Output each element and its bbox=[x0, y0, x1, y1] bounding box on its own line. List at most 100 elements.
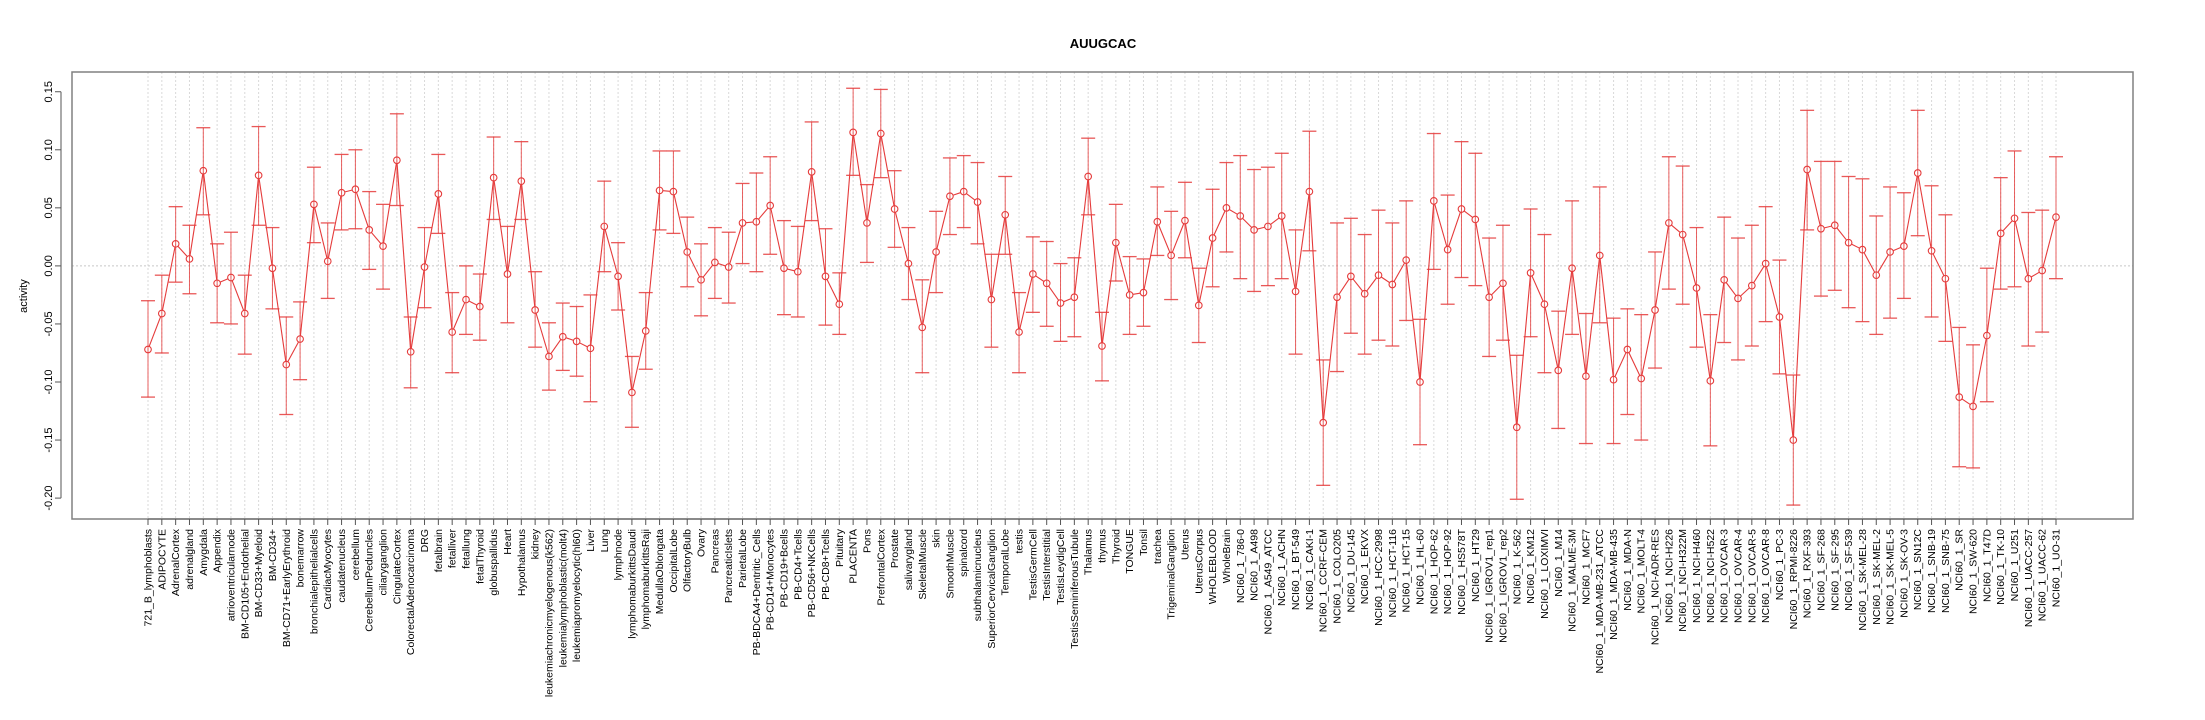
series-segment bbox=[1133, 292, 1141, 295]
x-tick-label: NCI60_1_PC-3 bbox=[1774, 529, 1786, 600]
data-point bbox=[462, 295, 470, 304]
x-tick-label: Pituitary bbox=[834, 528, 846, 567]
series-segment bbox=[826, 279, 839, 302]
x-tick-label: NCI60_1_786-0 bbox=[1235, 529, 1247, 603]
error-bar bbox=[1509, 354, 1524, 500]
data-point bbox=[1830, 221, 1839, 230]
error-bar bbox=[1813, 160, 1828, 297]
x-tick-label: NCI60_1_LOXIMVI bbox=[1539, 529, 1551, 619]
series-segment bbox=[1087, 179, 1103, 343]
error-bar bbox=[1758, 206, 1773, 323]
x-tick-label: NCI60_1_SK-MEL-28 bbox=[1857, 529, 1869, 631]
series-segment bbox=[590, 229, 605, 345]
x-tick-label: NCI60_1_A498 bbox=[1249, 529, 1261, 601]
series-segment bbox=[1740, 287, 1750, 297]
series-segment bbox=[1836, 227, 1847, 241]
error-bar bbox=[1717, 216, 1732, 344]
series-segment bbox=[396, 163, 411, 349]
data-point bbox=[1817, 224, 1825, 233]
error-bar bbox=[1896, 192, 1911, 300]
error-bar bbox=[1786, 374, 1801, 506]
x-tick-label: Tonsil bbox=[1138, 529, 1150, 556]
error-bar bbox=[1343, 217, 1358, 334]
data-point bbox=[1789, 436, 1798, 444]
data-point bbox=[1291, 287, 1300, 296]
x-tick-label: PLACENTA bbox=[848, 529, 860, 584]
data-point bbox=[821, 272, 830, 281]
error-bar bbox=[1067, 257, 1082, 338]
data-point bbox=[697, 275, 705, 284]
x-tick-label: NCI60_1_IGROV1_rep1 bbox=[1484, 529, 1496, 643]
x-tick-label: TestisSeminiferousTubule bbox=[1069, 529, 1081, 649]
x-tick-label: fetalbrain bbox=[433, 529, 445, 572]
x-tick-label: NCI60_1_COLO205 bbox=[1332, 529, 1344, 624]
data-points bbox=[144, 128, 2060, 444]
x-tick-label: Thalamus bbox=[1083, 529, 1095, 575]
error-bar bbox=[749, 172, 764, 273]
x-tick-label: Prostate bbox=[889, 529, 901, 568]
error-bar bbox=[445, 291, 460, 374]
series-segment bbox=[344, 189, 353, 193]
data-point bbox=[296, 335, 304, 343]
series-segment bbox=[645, 193, 660, 328]
series-segment bbox=[355, 192, 369, 227]
data-point bbox=[227, 273, 235, 282]
x-tick-label: NCI60_1_K-562 bbox=[1511, 529, 1523, 604]
data-point bbox=[1775, 313, 1784, 321]
y-axis-label: activity bbox=[18, 279, 30, 313]
series-segment bbox=[1005, 218, 1020, 329]
x-tick-label: caudatenucleus bbox=[336, 529, 348, 603]
x-tick-label: NCI60_1_MCF7 bbox=[1580, 529, 1592, 605]
error-bar bbox=[680, 216, 695, 288]
y-tick-label: 0.10 bbox=[43, 139, 55, 160]
data-point bbox=[1512, 423, 1521, 432]
error-bar bbox=[168, 206, 183, 283]
error-bar bbox=[1440, 194, 1455, 305]
series-segment bbox=[1393, 262, 1405, 282]
series-segment bbox=[1725, 282, 1737, 296]
data-point bbox=[766, 201, 775, 210]
data-point bbox=[489, 173, 498, 182]
error-bar bbox=[611, 242, 626, 311]
data-point bbox=[793, 267, 802, 276]
series-segment bbox=[507, 184, 522, 271]
error-bar bbox=[1841, 175, 1856, 309]
x-tick-label: NCI60_1_DU-145 bbox=[1345, 529, 1357, 613]
error-bars bbox=[141, 87, 2063, 506]
x-tick-label: globuspallidus bbox=[488, 529, 500, 596]
x-tick-label: SmoothMuscle bbox=[944, 529, 956, 599]
error-bar bbox=[1648, 251, 1663, 369]
error-bar bbox=[1136, 258, 1151, 327]
x-tick-label: NCI60_1_OVCAR-5 bbox=[1746, 529, 1758, 623]
data-point bbox=[1996, 229, 2005, 238]
data-point bbox=[946, 192, 954, 201]
error-bar bbox=[1108, 203, 1123, 282]
error-bar bbox=[1177, 181, 1192, 259]
data-point bbox=[863, 219, 871, 227]
error-bar bbox=[569, 305, 584, 377]
data-point bbox=[1236, 212, 1245, 220]
error-bar bbox=[417, 226, 432, 309]
x-tick-label: NCI60_1_SN12C bbox=[1912, 529, 1924, 611]
error-bar bbox=[376, 203, 391, 290]
data-point bbox=[835, 300, 844, 309]
series-segment bbox=[1877, 254, 1889, 273]
error-bar bbox=[1869, 215, 1884, 336]
x-tick-label: NCI60_1_UACC-257 bbox=[2023, 529, 2035, 627]
error-bar bbox=[1966, 344, 1981, 469]
series-segment bbox=[1696, 291, 1711, 378]
series-segment bbox=[1571, 271, 1587, 373]
error-bar bbox=[777, 219, 791, 316]
x-tick-label: NCI60_1_M14 bbox=[1553, 529, 1565, 597]
data-point bbox=[1692, 284, 1701, 292]
data-point bbox=[932, 248, 940, 256]
x-tick-label: Thyroid bbox=[1110, 529, 1122, 564]
series-segment bbox=[1242, 218, 1253, 228]
series-segment bbox=[1434, 204, 1448, 247]
data-point bbox=[185, 255, 194, 263]
error-bar bbox=[1205, 188, 1220, 288]
series-segment bbox=[1628, 352, 1641, 376]
data-point bbox=[1955, 393, 1964, 401]
error-bar bbox=[1468, 152, 1483, 287]
x-tick-label: NCI60_1_RPMI-8226 bbox=[1788, 529, 1800, 630]
